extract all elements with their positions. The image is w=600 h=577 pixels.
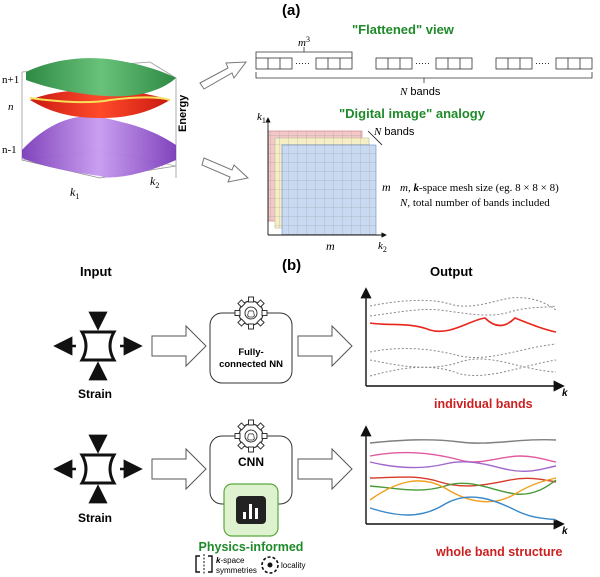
input-header: Input xyxy=(80,264,112,279)
gear-icon xyxy=(234,296,268,330)
whole-band-structure-caption: whole band structure xyxy=(435,545,562,559)
mirror-symmetry-icon xyxy=(195,554,213,574)
gray-band-line xyxy=(369,305,557,317)
k2-axis-label: k2 xyxy=(150,174,159,190)
panel-a-label: (a) xyxy=(282,2,300,19)
gray-band-line xyxy=(369,343,557,358)
locality-icon xyxy=(261,556,279,574)
panel-b-label: (b) xyxy=(282,257,301,274)
n-bands-depth-label: N bands xyxy=(373,126,415,138)
band-label-n-plus-1: n+1 xyxy=(2,74,19,86)
arrow-icon xyxy=(201,157,250,183)
brain-icon xyxy=(247,433,255,441)
bar-chart-icon xyxy=(236,496,266,524)
svg-text:·····: ····· xyxy=(415,58,430,68)
locality-label: locality xyxy=(281,561,305,570)
m-side-label: m xyxy=(382,180,391,194)
arrow-icon xyxy=(151,324,207,368)
band-label-n: n xyxy=(8,101,14,113)
arrow-icon xyxy=(151,447,207,491)
brain-icon xyxy=(247,310,255,318)
gray-band-line xyxy=(369,297,557,311)
arrow-icon xyxy=(297,324,353,368)
svg-text:·····: ····· xyxy=(295,58,310,68)
gray-band-line xyxy=(369,359,557,377)
n-bands-label: N bands xyxy=(399,86,441,98)
gray-band-line xyxy=(369,358,557,373)
digital-image-view: "Digital image" analogy k1 k2 N bands m … xyxy=(257,106,559,254)
k2-grid-label: k2 xyxy=(378,240,387,254)
strain-label-2: Strain xyxy=(78,511,112,525)
gear-icon xyxy=(234,419,268,453)
purple-band-line xyxy=(369,461,557,473)
symmetry-label-line1: k-space xyxy=(216,556,245,565)
band-n-minus-1 xyxy=(22,116,176,178)
svg-text:·····: ····· xyxy=(535,58,550,68)
band-n-plus-1 xyxy=(26,58,176,97)
green-band-line xyxy=(369,479,557,495)
k1-grid-label: k1 xyxy=(257,111,266,125)
k1-axis-label: k1 xyxy=(70,185,79,201)
whole-band-structure-plot: k xyxy=(360,425,568,537)
m-bottom-label: m xyxy=(326,239,335,253)
nn-label-line2: connected NN xyxy=(219,359,283,370)
flattened-view: "Flattened" view m3 ····· ····· ····· N ba… xyxy=(255,22,593,98)
red-band-line xyxy=(369,317,557,333)
strain-icon xyxy=(53,311,143,381)
legend-mesh-size: m, k-space mesh size (eg. 8 × 8 × 8) xyxy=(400,182,559,194)
individual-bands-caption: individual bands xyxy=(434,397,533,411)
axis-k-1: k xyxy=(562,388,568,399)
m-cubed-label: m3 xyxy=(298,35,310,49)
pink-band-line xyxy=(369,451,557,463)
axis-k-2: k xyxy=(562,526,568,537)
nn-label-line1: Fully- xyxy=(238,347,263,358)
orange-band-line xyxy=(369,477,557,503)
flattened-title: "Flattened" view xyxy=(352,22,455,37)
strain-label-1: Strain xyxy=(78,387,112,401)
red-band-line xyxy=(369,476,557,487)
symmetry-label-line2: symmetries xyxy=(216,566,257,575)
gray-band-line xyxy=(369,438,557,444)
band-surface-plot: n+1 n n-1 Energy k1 k2 xyxy=(2,58,189,201)
arrow-icon xyxy=(199,61,248,90)
band-label-n-minus-1: n-1 xyxy=(2,144,17,156)
energy-axis-label: Energy xyxy=(177,94,189,132)
strain-icon xyxy=(53,434,143,504)
arrow-icon xyxy=(297,447,353,491)
cnn-label: CNN xyxy=(238,455,264,469)
digital-title: "Digital image" analogy xyxy=(339,106,486,121)
individual-bands-plot: k xyxy=(360,287,568,399)
legend-total-bands: N, total number of bands included xyxy=(399,197,550,209)
blue-band-line xyxy=(369,496,557,521)
output-header: Output xyxy=(430,264,473,279)
physics-informed-title: Physics-informed xyxy=(199,540,304,554)
